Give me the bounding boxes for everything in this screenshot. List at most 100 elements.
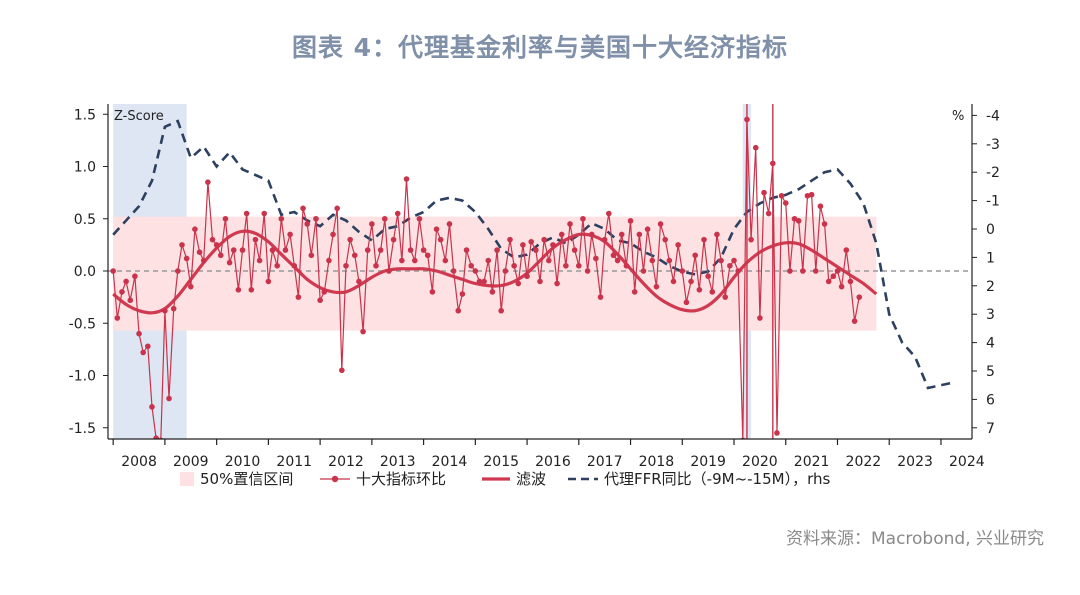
monthly-point [424,252,431,259]
monthly-point [403,176,410,182]
monthly-point [394,210,401,217]
z-score-label: Z-Score [114,109,164,124]
source-note: 资料来源：Macrobond, 兴业研究 [785,529,1044,549]
filtered-line [112,229,878,315]
monthly-point [614,257,621,264]
monthly-point [192,226,198,232]
monthly-point [175,268,181,274]
right-tick-label: 0 [986,222,995,238]
x-tick-label: 2024 [949,454,985,470]
monthly-point [119,289,125,295]
monthly-point [644,226,651,232]
monthly-point [718,257,724,264]
monthly-point [179,242,185,248]
monthly-point [576,262,582,269]
monthly-point [411,257,418,264]
x-tick-label: 2015 [483,454,519,470]
monthly-point [369,221,375,227]
monthly-point [334,205,340,212]
monthly-point [675,242,681,248]
monthly-point [291,262,298,269]
x-tick-label: 2012 [328,454,364,470]
monthly-point [520,242,526,248]
monthly-point [205,179,211,185]
monthly-point [511,262,517,269]
x-tick-label: 2008 [121,454,157,470]
x-tick-label: 2019 [690,454,726,470]
right-tick-label: -3 [986,137,1000,153]
monthly-point [563,262,569,269]
monthly-point [468,262,474,269]
monthly-point [317,297,323,304]
monthly-point [140,349,146,356]
monthly-point [356,278,362,285]
x-tick-label: 2013 [380,454,416,470]
monthly-point [873,0,879,3]
monthly-point [287,231,293,238]
monthly-point [701,236,707,243]
monthly-point [770,160,776,167]
right-tick-label: -4 [986,108,1000,124]
monthly-point [537,278,543,285]
left-tick-label: 0.5 [74,212,96,228]
monthly-point [847,278,854,285]
monthly-point [640,268,647,274]
legend-ffr-label: 代理FFR同比（-9M~-15M），rhs [604,470,830,488]
monthly-point [381,215,388,222]
x-tick-label: 2010 [225,454,261,470]
monthly-point [261,210,268,217]
monthly-point [782,200,789,206]
monthly-point [295,294,302,300]
percent-unit-label: % [952,109,964,124]
monthly-point [679,268,686,274]
monthly-point [817,203,824,210]
monthly-point [416,215,423,222]
monthly-point [252,236,259,243]
left-tick-label: 1.0 [74,160,96,176]
monthly-point [450,268,457,274]
monthly-point [235,287,242,293]
monthly-point [800,268,806,274]
monthly-point [571,247,578,253]
x-tick-label: 2014 [432,454,468,470]
left-tick-label: -0.5 [69,316,96,332]
monthly-point [145,343,151,350]
monthly-point [239,247,246,253]
monthly-point [437,236,444,243]
monthly-point [256,257,263,264]
monthly-point [601,236,608,243]
monthly-point [226,259,233,266]
monthly-point [584,268,591,274]
monthly-point [481,278,487,285]
monthly-point [304,221,310,227]
monthly-point [528,238,535,245]
monthly-point [213,242,220,248]
x-tick-label: 2017 [587,454,623,470]
monthly-point [196,249,203,255]
monthly-point [709,289,716,295]
right-tick-label: 5 [986,364,995,380]
monthly-point [200,257,207,264]
legend-band-label: 50%置信区间 [200,470,293,488]
monthly-point [166,395,172,402]
monthly-point [636,231,643,238]
monthly-point [554,280,560,287]
monthly-point [187,283,194,290]
monthly-point [593,255,599,262]
right-tick-label: 2 [986,279,995,295]
x-tick-label: 2023 [897,454,933,470]
monthly-point [670,278,677,285]
monthly-point [386,268,392,274]
monthly-point [222,215,229,222]
monthly-point [183,255,190,262]
monthly-point [114,315,121,321]
monthly-point [442,257,449,264]
monthly-point [606,210,612,217]
monthly-point [778,192,785,199]
monthly-point [618,231,625,238]
monthly-point [683,299,690,306]
monthly-point [339,367,345,374]
chart-title: 图表 4：代理基金利率与美国十大经济指标 [291,33,789,62]
monthly-point [657,221,664,227]
monthly-point [390,236,397,243]
